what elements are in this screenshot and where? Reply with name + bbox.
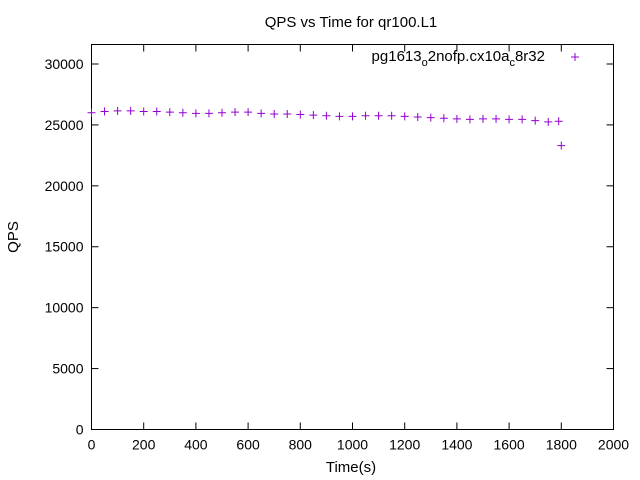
- x-tick-label: 2000: [598, 437, 629, 453]
- legend-label-part-3: 8r32: [515, 48, 545, 65]
- y-tick-label: 10000: [45, 300, 84, 316]
- data-point: [426, 113, 435, 122]
- x-tick-label: 600: [236, 437, 260, 453]
- y-tick-label: 15000: [45, 239, 84, 255]
- data-point: [465, 115, 474, 124]
- x-tick-label: 400: [184, 437, 208, 453]
- x-tick-label: 1800: [546, 437, 577, 453]
- x-tick-label: 1600: [494, 437, 525, 453]
- x-tick-label: 1200: [389, 437, 420, 453]
- x-axis-label: Time(s): [326, 459, 376, 476]
- data-point: [335, 112, 344, 121]
- data-point: [387, 111, 396, 120]
- chart-title: QPS vs Time for qr100.L1: [265, 14, 438, 31]
- y-tick-label: 5000: [52, 361, 83, 377]
- data-point: [204, 109, 213, 118]
- x-tick-label: 0: [88, 437, 96, 453]
- data-point: [479, 114, 487, 123]
- data-point: [165, 108, 174, 117]
- data-point: [309, 111, 318, 120]
- data-point: [518, 115, 527, 124]
- data-point: [191, 109, 200, 118]
- legend-marker-plus: [571, 53, 579, 61]
- data-point: [505, 115, 514, 124]
- y-axis: 0 5000 10000 15000 20000 25000 30000: [45, 56, 614, 438]
- data-point: [152, 107, 161, 116]
- data-point: [400, 112, 409, 121]
- x-tick-label: 800: [289, 437, 313, 453]
- data-point: [126, 106, 135, 115]
- data-point: [374, 111, 383, 120]
- data-point: [554, 117, 563, 126]
- data-point: [492, 114, 501, 123]
- legend-label-subscript-1: o: [422, 57, 428, 69]
- data-point: [439, 114, 448, 123]
- legend-marker: [571, 53, 579, 61]
- y-tick-label: 20000: [45, 178, 84, 194]
- data-point: [544, 117, 553, 126]
- y-tick-label: 0: [76, 422, 84, 438]
- data-point: [452, 114, 461, 123]
- x-tick-label: 1000: [337, 437, 368, 453]
- data-point: [244, 108, 253, 117]
- x-axis: 0 200 400 600 800 1000 1200 1400 1600 1800 2000: [88, 44, 629, 453]
- legend-label-part-2: 2nofp.cx10a: [428, 48, 510, 65]
- data-point: [270, 109, 279, 118]
- data-point: [257, 109, 266, 118]
- data-point: [296, 110, 305, 119]
- series-points: [87, 106, 566, 150]
- data-point: [557, 141, 566, 150]
- legend-label: pg1613o2nofp.cx10ac8r32: [372, 48, 545, 69]
- data-point: [231, 108, 240, 117]
- data-point: [361, 111, 370, 120]
- plot-frame: [91, 44, 614, 430]
- data-point: [218, 108, 226, 117]
- data-point: [87, 108, 96, 117]
- y-axis-label: QPS: [5, 221, 22, 253]
- data-point: [100, 107, 109, 116]
- data-point: [322, 111, 331, 120]
- data-point: [531, 116, 540, 125]
- data-point: [283, 109, 292, 118]
- data-point: [113, 106, 122, 115]
- legend: pg1613o2nofp.cx10ac8r32: [372, 48, 579, 69]
- data-point: [139, 107, 148, 116]
- data-point: [348, 112, 357, 121]
- legend-label-subscript-2: c: [509, 57, 515, 69]
- legend-label-part-1: pg1613: [372, 48, 422, 65]
- x-tick-label: 1400: [441, 437, 472, 453]
- x-tick-label: 200: [132, 437, 156, 453]
- y-tick-label: 30000: [45, 56, 84, 72]
- y-tick-label: 25000: [45, 117, 84, 133]
- data-point: [413, 112, 422, 121]
- data-point: [178, 108, 187, 117]
